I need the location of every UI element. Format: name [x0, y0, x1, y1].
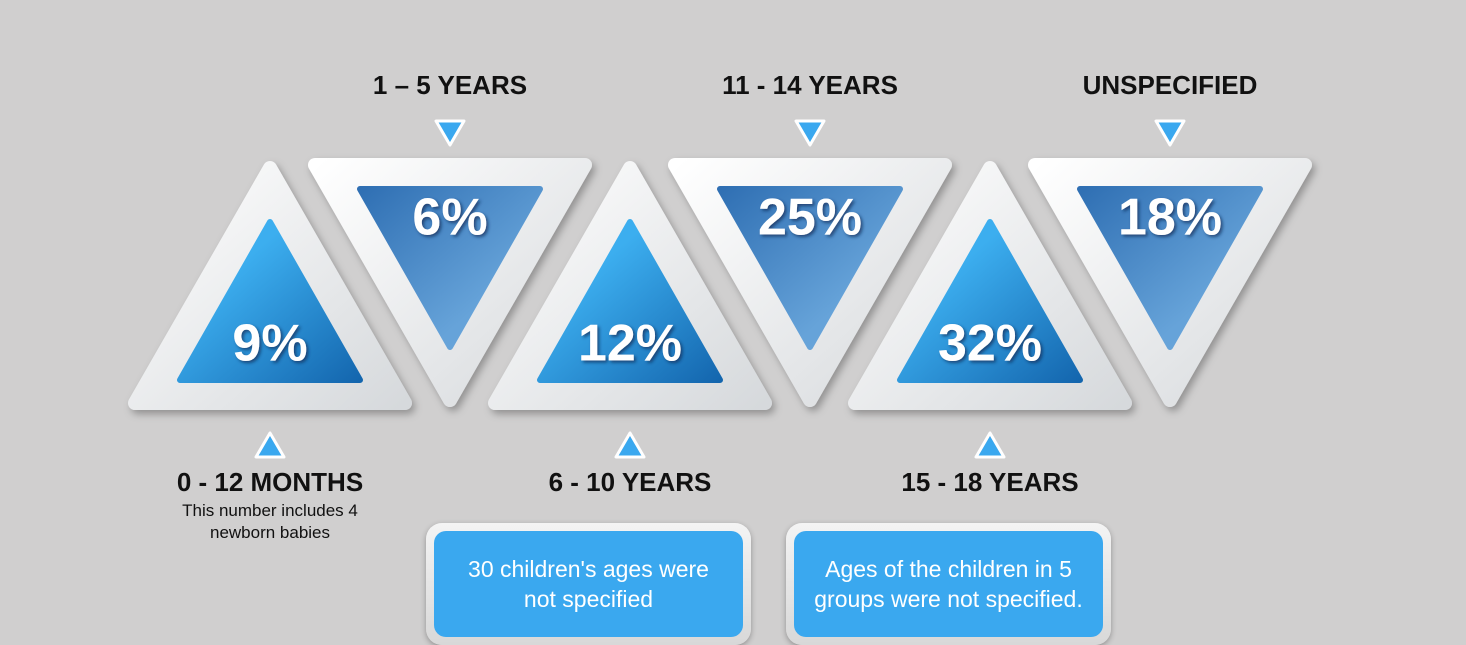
note-text: 30 children's ages were not specified	[434, 531, 743, 637]
marker	[974, 431, 1006, 459]
inner-triangle	[717, 186, 903, 350]
percentage: 12%	[578, 315, 682, 373]
age-label: UNSPECIFIED	[1083, 70, 1258, 100]
percentage: 18%	[1118, 189, 1222, 247]
note-text: Ages of the children in 5 groups were no…	[794, 531, 1103, 637]
inner-triangle	[357, 186, 543, 350]
inner-triangle	[1077, 186, 1263, 350]
marker	[254, 431, 286, 459]
age-label: 0 - 12 MONTHS	[177, 467, 363, 497]
marker	[1154, 119, 1186, 147]
marker	[434, 119, 466, 147]
percentage: 25%	[758, 189, 862, 247]
marker	[794, 119, 826, 147]
percentage: 6%	[412, 189, 487, 247]
inner-triangle	[897, 219, 1083, 383]
age-label: 1 – 5 YEARS	[373, 70, 527, 100]
age-label: 6 - 10 YEARS	[549, 467, 712, 497]
percentage: 9%	[232, 315, 307, 373]
inner-triangle	[177, 219, 363, 383]
age-label: 11 - 14 YEARS	[722, 70, 898, 100]
inner-triangle	[537, 219, 723, 383]
age-label: 15 - 18 YEARS	[901, 467, 1078, 497]
note-box: Ages of the children in 5 groups were no…	[786, 523, 1111, 645]
note-box: 30 children's ages were not specified	[426, 523, 751, 645]
percentage: 32%	[938, 315, 1042, 373]
marker	[614, 431, 646, 459]
note: This number includes 4 newborn babies	[182, 501, 358, 542]
